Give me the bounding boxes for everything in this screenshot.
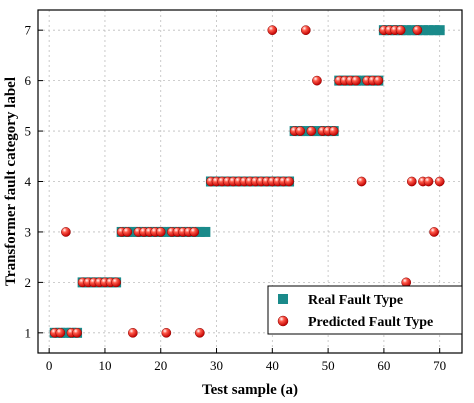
legend-predicted-label: Predicted Fault Type xyxy=(308,315,433,330)
predicted-point xyxy=(55,327,66,338)
predicted-point xyxy=(306,126,317,136)
predicted-point xyxy=(300,25,311,36)
predicted-point xyxy=(155,227,166,237)
x-tick-label: 0 xyxy=(46,358,53,373)
predicted-point xyxy=(194,327,205,338)
x-tick-label: 40 xyxy=(266,358,279,373)
legend-real-marker xyxy=(278,294,288,304)
x-tick-label: 70 xyxy=(433,358,446,373)
axis-ticks: 0 10 20 30 40 50 60 70 1 2 3 4 5 6 7 xyxy=(25,23,447,373)
y-tick-label: 2 xyxy=(25,275,32,290)
predicted-point xyxy=(284,176,294,187)
predicted-point xyxy=(423,176,434,187)
predicted-point xyxy=(406,176,417,187)
predicted-point xyxy=(189,227,200,237)
predicted-point xyxy=(295,126,306,136)
series-predicted-fault-type xyxy=(49,25,445,338)
real-point xyxy=(127,226,138,237)
predicted-point xyxy=(72,327,82,338)
predicted-point xyxy=(395,25,406,36)
x-axis-title: Test sample (a) xyxy=(202,382,298,398)
real-point xyxy=(429,25,440,36)
predicted-point xyxy=(429,227,439,237)
real-point xyxy=(300,126,311,137)
real-point xyxy=(401,25,412,36)
predicted-point xyxy=(412,25,423,36)
x-tick-label: 10 xyxy=(98,358,111,373)
real-point xyxy=(200,226,211,237)
y-tick-label: 3 xyxy=(25,224,32,239)
real-point xyxy=(434,25,445,36)
predicted-point xyxy=(127,327,138,338)
predicted-point xyxy=(267,25,278,36)
real-point xyxy=(161,226,172,237)
x-tick-label: 30 xyxy=(210,358,223,373)
y-axis-title: Transformer fault category label xyxy=(3,77,19,286)
predicted-point xyxy=(312,75,322,86)
y-tick-label: 5 xyxy=(25,124,32,139)
y-tick-label: 6 xyxy=(25,73,32,88)
legend: Real Fault Type Predicted Fault Type xyxy=(267,285,463,335)
x-tick-label: 60 xyxy=(377,358,390,373)
real-point xyxy=(194,226,205,237)
legend-predicted-marker xyxy=(277,315,289,327)
predicted-point xyxy=(356,176,367,187)
x-tick-label: 50 xyxy=(322,358,335,373)
real-point xyxy=(406,25,417,36)
predicted-point xyxy=(328,126,339,136)
predicted-point xyxy=(373,75,384,86)
legend-box xyxy=(267,285,463,335)
real-point xyxy=(311,126,322,137)
real-point xyxy=(60,327,71,338)
x-tick-label: 20 xyxy=(154,358,167,373)
predicted-point xyxy=(122,227,133,237)
real-point xyxy=(356,75,367,86)
predicted-point xyxy=(161,327,172,338)
real-point xyxy=(417,25,428,36)
real-point xyxy=(423,25,434,36)
y-tick-label: 4 xyxy=(25,174,32,189)
y-tick-label: 7 xyxy=(25,23,32,38)
legend-real-label: Real Fault Type xyxy=(308,293,403,308)
predicted-point xyxy=(111,277,121,288)
y-tick-label: 1 xyxy=(25,325,32,340)
predicted-point xyxy=(61,227,71,237)
predicted-point xyxy=(351,75,361,86)
predicted-point xyxy=(434,176,445,187)
